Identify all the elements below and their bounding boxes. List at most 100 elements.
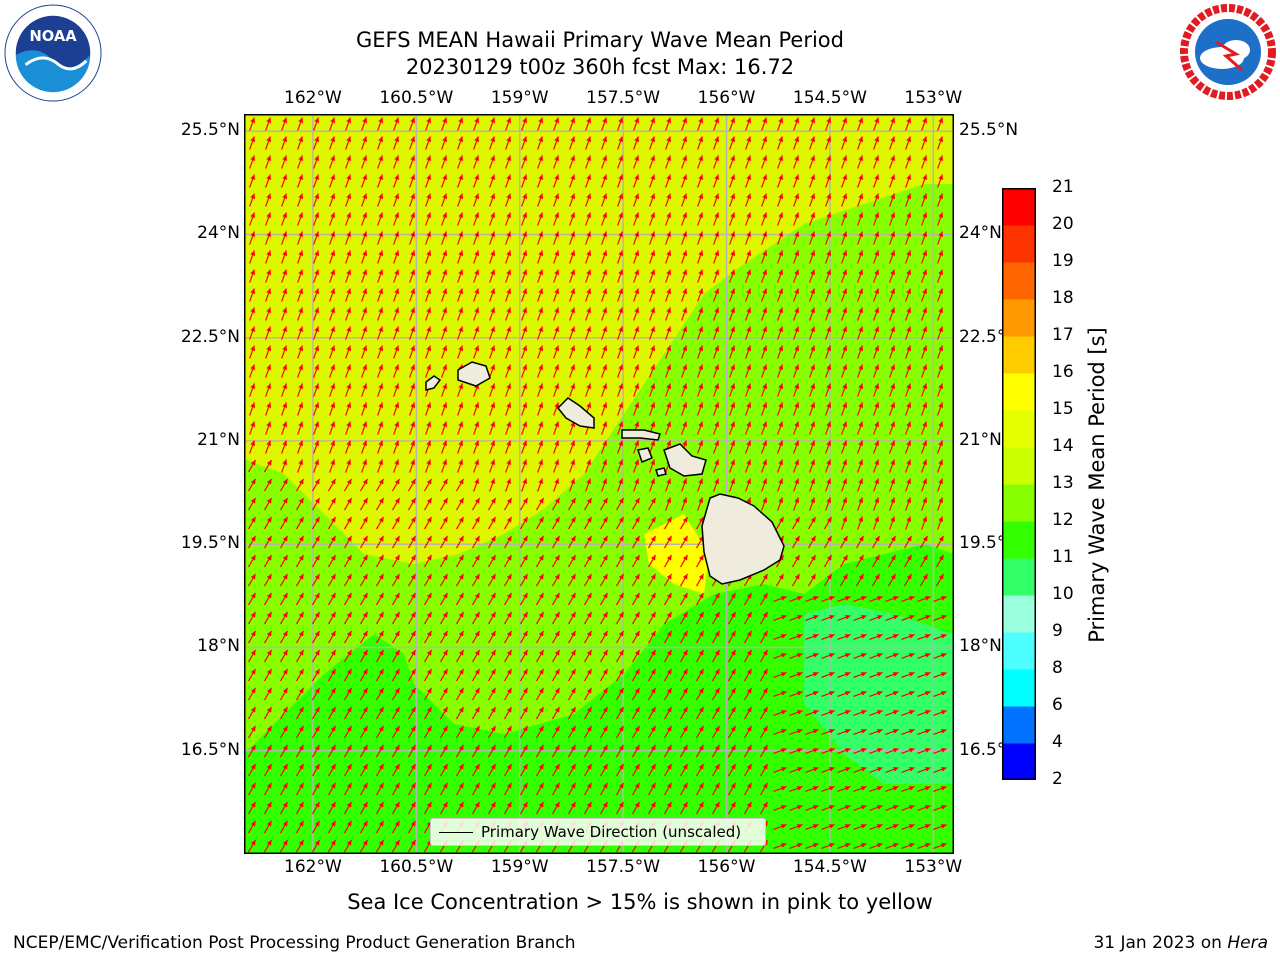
wave-arrow bbox=[825, 364, 832, 378]
wave-arrow bbox=[615, 516, 625, 530]
wave-arrow bbox=[393, 250, 400, 264]
wave-arrow bbox=[455, 801, 465, 815]
wave-arrow bbox=[697, 174, 704, 188]
wave-arrow bbox=[857, 212, 864, 226]
wave-arrow bbox=[697, 250, 704, 264]
wave-arrow bbox=[917, 690, 931, 697]
islands bbox=[425, 361, 785, 585]
wave-arrow bbox=[519, 573, 529, 587]
wave-arrow bbox=[297, 307, 304, 321]
wave-arrow bbox=[937, 136, 944, 150]
wave-arrow bbox=[553, 288, 560, 302]
wave-arrow bbox=[423, 573, 433, 587]
wave-arrow bbox=[439, 725, 449, 739]
wave-arrow bbox=[647, 668, 657, 682]
wave-arrow bbox=[423, 611, 433, 625]
wave-arrow bbox=[375, 763, 385, 777]
wave-arrow bbox=[793, 497, 800, 511]
wave-arrow bbox=[423, 592, 433, 606]
wave-arrow bbox=[583, 782, 593, 796]
wave-arrow bbox=[473, 231, 480, 245]
wave-arrow bbox=[265, 383, 272, 397]
wave-arrow bbox=[599, 744, 609, 758]
colorbar-tick-label: 12 bbox=[1052, 510, 1074, 530]
wave-arrow bbox=[887, 554, 897, 568]
wave-arrow bbox=[649, 326, 656, 340]
wave-arrow bbox=[617, 231, 624, 245]
wave-arrow bbox=[377, 136, 384, 150]
wave-arrow bbox=[745, 136, 752, 150]
wave-arrow bbox=[825, 136, 832, 150]
wave-arrow bbox=[921, 288, 928, 302]
wave-arrow bbox=[375, 725, 385, 739]
wave-arrow bbox=[263, 554, 273, 568]
wave-arrow bbox=[503, 801, 513, 815]
wave-arrow bbox=[553, 345, 560, 359]
wave-arrow bbox=[599, 573, 609, 587]
wave-arrow bbox=[489, 269, 496, 283]
wave-arrow bbox=[329, 212, 336, 226]
wave-arrow bbox=[519, 801, 529, 815]
wave-arrow bbox=[329, 155, 336, 169]
wave-arrow bbox=[537, 231, 544, 245]
wave-arrow bbox=[745, 364, 752, 378]
wave-arrow bbox=[265, 231, 272, 245]
wave-arrow bbox=[789, 633, 803, 640]
colorbar-tick-label: 15 bbox=[1052, 399, 1074, 419]
colorbar-bin bbox=[1002, 262, 1036, 300]
wave-arrow bbox=[697, 193, 704, 207]
wave-arrow bbox=[665, 117, 672, 131]
wave-arrow bbox=[359, 516, 369, 530]
lon-tick-bottom: 160.5°W bbox=[379, 857, 454, 877]
colorbar-bin bbox=[1002, 669, 1036, 707]
wave-arrow bbox=[297, 364, 304, 378]
wave-arrow bbox=[295, 706, 305, 720]
wave-arrow bbox=[505, 155, 512, 169]
wave-arrow bbox=[837, 652, 851, 659]
wave-arrow bbox=[663, 668, 673, 682]
wave-arrow bbox=[601, 231, 608, 245]
wave-arrow bbox=[457, 269, 464, 283]
wave-arrow bbox=[857, 421, 864, 435]
wave-arrow bbox=[567, 782, 577, 796]
wave-arrow bbox=[615, 630, 625, 644]
wave-arrow bbox=[473, 307, 480, 321]
wave-arrow bbox=[311, 554, 321, 568]
wave-arrow bbox=[279, 630, 289, 644]
wave-arrow bbox=[503, 554, 513, 568]
wave-arrow bbox=[281, 459, 288, 473]
wave-arrow bbox=[567, 744, 577, 758]
wave-arrow bbox=[439, 668, 449, 682]
wave-arrow bbox=[649, 269, 656, 283]
wave-arrow bbox=[489, 250, 496, 264]
wave-arrow bbox=[873, 497, 880, 511]
wave-arrow bbox=[297, 117, 304, 131]
wave-arrow bbox=[311, 649, 321, 663]
wave-arrow bbox=[665, 269, 672, 283]
wave-arrow bbox=[569, 307, 576, 321]
wave-arrow bbox=[281, 440, 288, 454]
wave-arrow bbox=[729, 402, 736, 416]
wave-arrow bbox=[681, 288, 688, 302]
wave-arrow bbox=[343, 668, 353, 682]
wave-arrow bbox=[327, 706, 337, 720]
wave-arrow bbox=[425, 345, 432, 359]
wave-arrow bbox=[425, 155, 432, 169]
wave-arrow bbox=[569, 440, 576, 454]
wave-arrow bbox=[921, 345, 928, 359]
wave-arrow bbox=[921, 117, 928, 131]
wave-arrow bbox=[665, 193, 672, 207]
wave-arrow bbox=[841, 117, 848, 131]
wave-arrow bbox=[761, 212, 768, 226]
wave-arrow bbox=[409, 440, 416, 454]
wave-arrow bbox=[935, 573, 945, 587]
wave-arrow bbox=[327, 801, 337, 815]
wave-arrow bbox=[777, 383, 784, 397]
wave-arrow bbox=[263, 478, 273, 492]
wave-arrow bbox=[473, 288, 480, 302]
wave-arrow bbox=[329, 326, 336, 340]
wave-arrow bbox=[585, 440, 592, 454]
wave-arrow bbox=[265, 364, 272, 378]
wave-arrow bbox=[869, 823, 883, 830]
wave-arrow bbox=[601, 440, 608, 454]
